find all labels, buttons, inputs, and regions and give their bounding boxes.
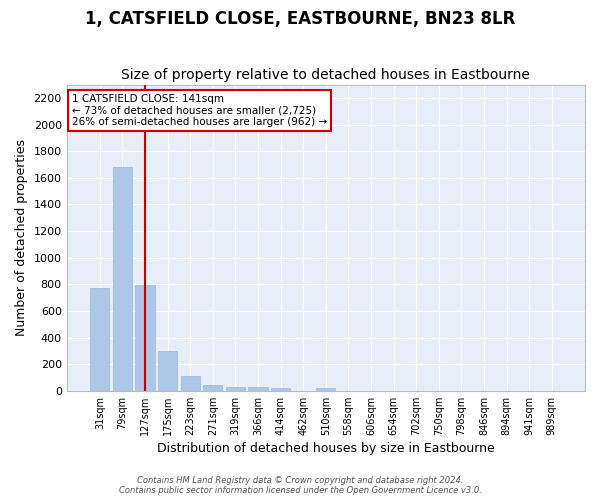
Bar bbox=[113, 167, 132, 391]
Bar bbox=[316, 388, 335, 391]
Bar bbox=[203, 385, 223, 391]
Bar bbox=[226, 386, 245, 391]
Bar bbox=[158, 351, 177, 391]
X-axis label: Distribution of detached houses by size in Eastbourne: Distribution of detached houses by size … bbox=[157, 442, 495, 455]
Bar bbox=[90, 288, 109, 391]
Text: Contains HM Land Registry data © Crown copyright and database right 2024.
Contai: Contains HM Land Registry data © Crown c… bbox=[119, 476, 481, 495]
Bar bbox=[181, 376, 200, 391]
Bar bbox=[271, 388, 290, 391]
Text: 1 CATSFIELD CLOSE: 141sqm
← 73% of detached houses are smaller (2,725)
26% of se: 1 CATSFIELD CLOSE: 141sqm ← 73% of detac… bbox=[72, 94, 327, 127]
Bar bbox=[248, 388, 268, 391]
Y-axis label: Number of detached properties: Number of detached properties bbox=[15, 139, 28, 336]
Title: Size of property relative to detached houses in Eastbourne: Size of property relative to detached ho… bbox=[121, 68, 530, 82]
Text: 1, CATSFIELD CLOSE, EASTBOURNE, BN23 8LR: 1, CATSFIELD CLOSE, EASTBOURNE, BN23 8LR bbox=[85, 10, 515, 28]
Bar bbox=[136, 285, 155, 391]
